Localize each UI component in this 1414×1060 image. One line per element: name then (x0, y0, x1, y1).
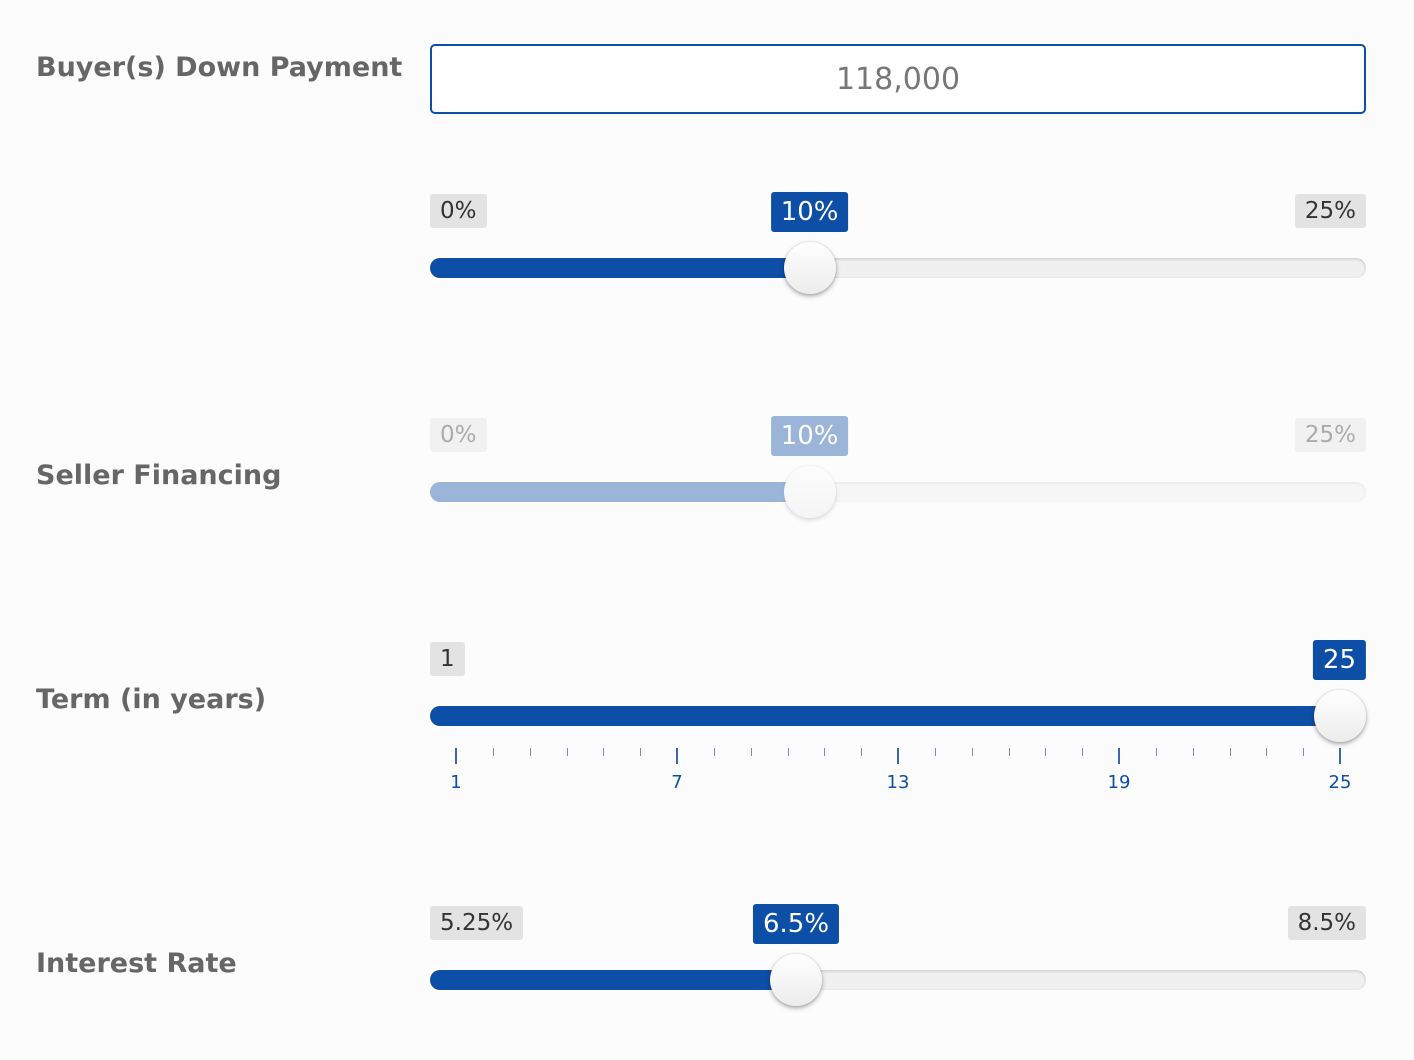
term-minor-tick (640, 748, 642, 756)
term-track[interactable] (430, 706, 1366, 726)
term-major-tick (1118, 748, 1120, 764)
term-minor-tick (1082, 748, 1084, 756)
term-minor-tick (1192, 748, 1194, 756)
term-tick-label: 13 (886, 772, 910, 793)
interest-rate-min-label: 5.25% (430, 906, 524, 940)
seller-financing-value-label: 10% (770, 416, 849, 456)
term-min-label: 1 (430, 642, 465, 676)
down-payment-label: Buyer(s) Down Payment (36, 52, 403, 83)
term-minor-tick (529, 748, 531, 756)
term-minor-tick (750, 748, 752, 756)
term-minor-tick (1155, 748, 1157, 756)
term-minor-tick (603, 748, 605, 756)
seller-financing-track (430, 482, 1366, 502)
term-tick-label: 1 (450, 772, 462, 793)
term-minor-tick (861, 748, 863, 756)
interest-rate-value-label: 6.5% (752, 904, 840, 944)
interest-rate-label: Interest Rate (36, 948, 237, 979)
down-payment-handle[interactable] (783, 242, 836, 294)
term-minor-tick (1303, 748, 1305, 756)
term-handle[interactable] (1314, 690, 1366, 742)
term-minor-tick (787, 748, 789, 756)
down-payment-min-label: 0% (430, 194, 487, 228)
down-payment-value-label: 10% (770, 192, 849, 232)
term-minor-tick (1008, 748, 1010, 756)
seller-financing-max-label: 25% (1294, 418, 1366, 452)
term-label: Term (in years) (36, 684, 267, 715)
term-minor-tick (824, 748, 826, 756)
seller-financing-handle (783, 466, 836, 518)
term-minor-tick (713, 748, 715, 756)
term-tick-label: 7 (671, 772, 683, 793)
term-major-tick (897, 748, 899, 764)
interest-rate-max-label: 8.5% (1287, 906, 1366, 940)
term-minor-tick (566, 748, 568, 756)
term-minor-tick (1045, 748, 1047, 756)
term-tick-label: 25 (1328, 772, 1352, 793)
term-major-tick (455, 748, 457, 764)
interest-rate-track[interactable] (430, 970, 1366, 990)
term-major-tick (676, 748, 678, 764)
term-major-tick (1339, 748, 1341, 764)
seller-financing-fill (430, 482, 810, 502)
term-fill (430, 706, 1340, 726)
term-minor-tick (492, 748, 494, 756)
interest-rate-fill (430, 970, 796, 990)
term-minor-tick (934, 748, 936, 756)
seller-financing-min-label: 0% (430, 418, 487, 452)
down-payment-max-label: 25% (1294, 194, 1366, 228)
down-payment-fill (430, 258, 810, 278)
term-minor-tick (1229, 748, 1231, 756)
down-payment-input[interactable] (430, 44, 1366, 114)
interest-rate-handle[interactable] (770, 954, 822, 1006)
down-payment-track[interactable] (430, 258, 1366, 278)
term-minor-tick (1266, 748, 1268, 756)
term-minor-tick (971, 748, 973, 756)
term-value-label: 25 (1312, 640, 1366, 680)
term-tick-label: 19 (1107, 772, 1131, 793)
seller-financing-label: Seller Financing (36, 460, 282, 491)
